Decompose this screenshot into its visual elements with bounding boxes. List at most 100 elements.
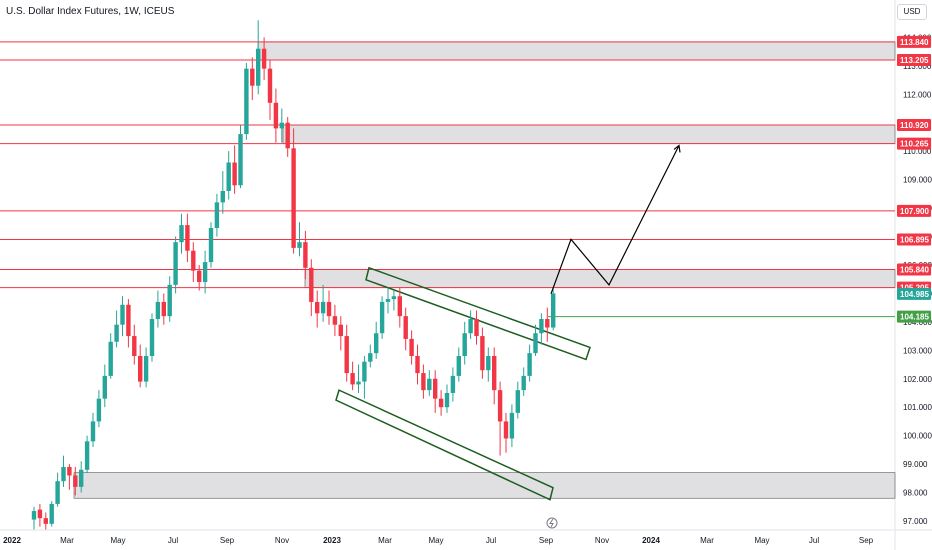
candle xyxy=(167,284,172,317)
y-tick-label: 110.000 xyxy=(903,147,932,156)
candle xyxy=(521,375,526,391)
candle xyxy=(256,48,261,86)
candle xyxy=(149,319,155,356)
candle xyxy=(515,390,520,413)
y-tick-label: 113.000 xyxy=(903,62,932,71)
candle xyxy=(539,319,544,334)
candle xyxy=(551,293,556,328)
x-tick-label: Nov xyxy=(275,536,289,545)
candle xyxy=(61,466,66,482)
candle xyxy=(403,316,408,339)
candle xyxy=(31,511,37,520)
candle xyxy=(297,242,302,248)
level-price-label-bg xyxy=(897,137,931,150)
y-tick-label: 101.000 xyxy=(903,403,932,412)
y-tick-label: 102.000 xyxy=(903,375,932,384)
event-marker-icon[interactable] xyxy=(546,517,558,529)
candle xyxy=(202,262,208,283)
candle xyxy=(55,481,60,504)
candle xyxy=(261,48,267,69)
candle xyxy=(374,333,379,354)
level-price-label-bg xyxy=(897,263,931,276)
currency-button[interactable]: USD xyxy=(897,4,927,20)
target-price-label: 104.185 xyxy=(900,313,929,322)
candle xyxy=(303,242,308,268)
candle xyxy=(84,441,90,470)
candle xyxy=(509,412,515,439)
candle xyxy=(143,355,149,382)
x-tick-label: Jul xyxy=(168,536,178,545)
candle xyxy=(545,319,550,328)
candle xyxy=(450,375,456,393)
level-price-label-bg xyxy=(897,53,931,66)
channel-upper[interactable] xyxy=(365,266,591,361)
candle xyxy=(315,301,320,314)
candle xyxy=(197,270,202,283)
level-price-label-bg xyxy=(897,204,931,217)
level-price-label: 110.265 xyxy=(900,140,929,149)
y-tick-label: 112.000 xyxy=(903,90,932,99)
candle xyxy=(232,162,237,186)
candle xyxy=(279,122,284,129)
candle xyxy=(226,162,231,191)
level-price-label-bg xyxy=(897,35,931,48)
candle xyxy=(90,421,96,442)
target-price-label-bg xyxy=(897,310,931,323)
candle xyxy=(356,381,361,385)
candle xyxy=(138,355,143,382)
candle xyxy=(497,390,503,422)
candle xyxy=(344,336,349,374)
candle xyxy=(492,355,497,391)
y-tick-label: 100.000 xyxy=(903,432,932,441)
level-price-label: 106.895 xyxy=(900,235,929,244)
candle xyxy=(427,378,432,391)
candle xyxy=(96,398,102,422)
x-tick-label: Sep xyxy=(539,536,554,545)
candle xyxy=(385,299,391,302)
x-tick-label: May xyxy=(428,536,443,545)
y-tick-label: 98.000 xyxy=(903,489,928,498)
candle xyxy=(73,475,78,487)
candle xyxy=(114,324,119,342)
x-tick-label: Sep xyxy=(859,536,874,545)
x-tick-label: Jul xyxy=(809,536,819,545)
channel-lower[interactable] xyxy=(335,389,554,501)
candle xyxy=(208,227,214,263)
candle xyxy=(486,355,491,371)
candle xyxy=(173,242,178,285)
projection-arrowhead xyxy=(673,144,681,153)
candle xyxy=(433,378,438,399)
y-tick-label: 97.000 xyxy=(903,517,928,526)
zone-rect xyxy=(73,472,896,499)
candle xyxy=(391,296,397,300)
x-tick-label: Jul xyxy=(486,536,496,545)
candle xyxy=(332,316,338,325)
x-tick-label: Nov xyxy=(595,536,609,545)
candle xyxy=(191,250,196,271)
candle xyxy=(326,301,332,317)
candle xyxy=(480,336,485,371)
candle xyxy=(273,102,279,129)
y-tick-label: 99.000 xyxy=(903,460,928,469)
x-tick-label: 2022 xyxy=(3,536,21,545)
candle xyxy=(468,319,473,334)
level-price-label: 113.205 xyxy=(900,56,929,65)
candle xyxy=(444,392,450,408)
candle xyxy=(379,301,385,334)
level-price-label-bg xyxy=(897,118,931,131)
candle xyxy=(320,301,326,314)
y-tick-label: 103.000 xyxy=(903,346,932,355)
candle xyxy=(220,190,225,203)
level-price-label: 110.920 xyxy=(900,121,929,130)
candle xyxy=(438,398,444,408)
candle xyxy=(421,373,426,391)
candle xyxy=(291,148,296,248)
candle xyxy=(185,225,190,251)
x-tick-label: 2023 xyxy=(323,536,341,545)
candle xyxy=(462,333,467,356)
x-tick-label: Mar xyxy=(60,536,74,545)
candle xyxy=(362,361,367,382)
candle xyxy=(238,134,243,186)
event-bolt-icon xyxy=(549,518,554,528)
